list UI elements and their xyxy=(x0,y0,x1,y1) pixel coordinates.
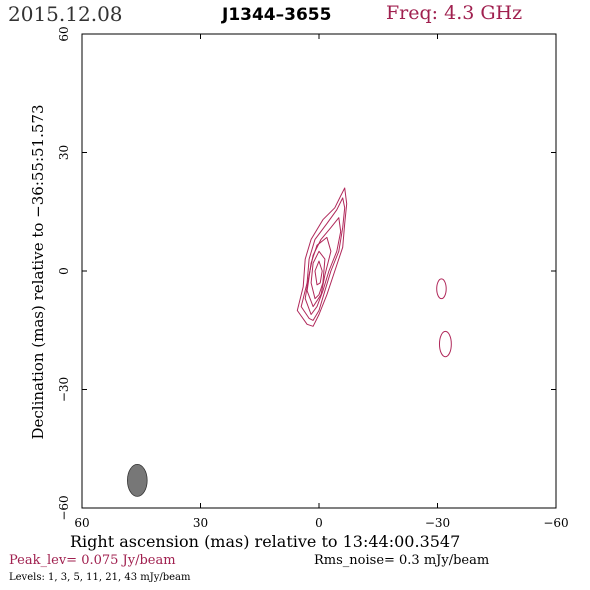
contour-levels: Levels: 1, 3, 5, 11, 21, 43 mJy/beam xyxy=(9,572,191,583)
x-tick-label: −60 xyxy=(543,516,568,530)
contour-level-21 xyxy=(310,250,326,300)
x-tick-label: 60 xyxy=(74,516,89,530)
rms-noise: Rms_noise= 0.3 mJy/beam xyxy=(314,553,490,568)
component-contour xyxy=(436,278,447,300)
contour-level-1 xyxy=(296,187,348,327)
beam-ellipse xyxy=(127,463,148,497)
contour-level-43 xyxy=(314,260,323,286)
x-tick-label: 0 xyxy=(315,516,323,530)
x-tick-label: 30 xyxy=(193,516,208,530)
peak-level: Peak_lev= 0.075 Jy/beam xyxy=(9,553,176,568)
component-contour xyxy=(438,330,452,358)
contour-level-3 xyxy=(300,197,346,321)
contour-level-11 xyxy=(306,236,332,308)
plot-frame xyxy=(81,33,557,509)
frequency-label: Freq: 4.3 GHz xyxy=(386,2,523,24)
y-axis-label: Declination (mas) relative to −36:55:51.… xyxy=(29,104,47,440)
y-tick-label: 0 xyxy=(57,267,71,275)
y-tick-label: −60 xyxy=(57,495,71,520)
y-tick-label: 60 xyxy=(57,26,71,41)
x-axis-label: Right ascension (mas) relative to 13:44:… xyxy=(70,532,461,551)
observation-date: 2015.12.08 xyxy=(8,2,123,26)
y-tick-label: 30 xyxy=(57,145,71,160)
x-tick-label: −30 xyxy=(425,516,450,530)
y-tick-label: −30 xyxy=(57,377,71,402)
source-name: J1344–3655 xyxy=(222,5,332,25)
